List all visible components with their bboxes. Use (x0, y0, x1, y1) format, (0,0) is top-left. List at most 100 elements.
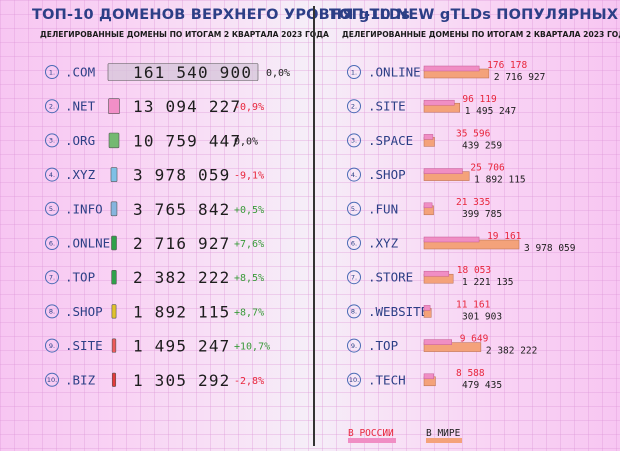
bar-russia (423, 99, 455, 106)
world-value-label: 301 903 (462, 311, 502, 322)
domain-label: .ONLINE (368, 65, 421, 80)
legend-russia-label: В РОССИИ (348, 428, 394, 439)
domain-label: .SITE (368, 99, 406, 114)
value-label: 1 495 247 (133, 337, 231, 356)
russia-value-label: 19 161 (487, 231, 522, 242)
value-label: 1 305 292 (133, 371, 231, 390)
change-label: -2,8% (234, 376, 264, 387)
change-label: +8,5% (234, 273, 264, 284)
value-label: 1 892 115 (133, 302, 231, 321)
legend-world-label: В МИРЕ (426, 428, 461, 439)
world-value-label: 479 435 (462, 380, 502, 391)
rank-label: 9. (49, 342, 55, 350)
change-label: 0,0% (234, 136, 258, 147)
rank-label: 7. (351, 274, 357, 282)
world-value-label: 3 978 059 (524, 243, 576, 254)
world-value-label: 2 716 927 (494, 72, 545, 83)
right-title: ТОП-10 NEW gTLDs ПОПУЛЯРНЫХ У РОССИЯН (329, 7, 620, 23)
domain-label: .TECH (368, 372, 406, 387)
domain-label: .FUN (368, 201, 398, 216)
value-label: 10 759 447 (133, 131, 241, 150)
rank-circle (347, 270, 361, 285)
rank-label: 10. (349, 376, 359, 384)
rank-circle (45, 338, 59, 353)
rank-circle (347, 65, 361, 79)
rank-circle (347, 167, 361, 182)
rank-label: 4. (351, 171, 357, 179)
rank-label: 7. (49, 274, 55, 282)
rank-label: 3. (351, 137, 357, 145)
rank-circle (45, 99, 59, 114)
rank-label: 5. (351, 205, 357, 213)
rank-circle (347, 133, 361, 148)
rank-circle (45, 236, 59, 250)
rank-circle (347, 338, 361, 353)
domain-label: .TOP (368, 338, 398, 353)
russia-value-label: 8 588 (456, 368, 485, 379)
bar-russia (423, 168, 463, 174)
value-label: 13 094 227 (133, 97, 241, 116)
domain-label: .TOP (65, 270, 95, 285)
rank-label: 3. (49, 137, 55, 145)
rank-label: 4. (49, 171, 55, 179)
russia-value-label: 21 335 (456, 197, 490, 208)
change-label: +0,5% (234, 205, 264, 216)
bar-russia (423, 236, 480, 243)
center-divider (313, 6, 315, 446)
bar (111, 235, 117, 251)
rank-circle (347, 304, 361, 319)
rank-label: 6. (351, 239, 357, 247)
rank-circle (45, 167, 59, 182)
bar-russia (423, 202, 433, 209)
bar-russia (423, 305, 431, 311)
rank-circle (45, 133, 59, 148)
rank-circle (347, 236, 361, 250)
domain-label: .BIZ (65, 372, 96, 387)
value-label: 161 540 900 (133, 63, 252, 82)
russia-value-label: 25 706 (470, 163, 505, 174)
value-label: 3 978 059 (133, 166, 231, 185)
change-label: +7,6% (234, 239, 264, 250)
rank-circle (45, 270, 59, 285)
bar (111, 304, 117, 319)
value-label: 2 716 927 (133, 234, 231, 253)
bar (111, 270, 117, 285)
domain-label: .COM (65, 65, 95, 80)
rank-label: 1. (49, 68, 55, 76)
world-value-label: 1 221 135 (462, 277, 513, 288)
bar-russia (423, 270, 450, 277)
rank-circle (347, 99, 361, 114)
change-label: +8,7% (234, 307, 264, 318)
change-label: -9,1% (234, 171, 264, 182)
bar (108, 132, 120, 149)
rank-label: 1. (351, 68, 357, 76)
russia-value-label: 35 596 (456, 128, 491, 139)
domain-label: .SHOP (368, 167, 406, 182)
rank-circle (45, 201, 59, 216)
domain-label: .ONLNE (65, 236, 110, 251)
rank-label: 9. (351, 342, 357, 350)
rank-label: 8. (351, 308, 357, 316)
domain-label: .ORG (65, 133, 95, 148)
domain-label: .XYZ (65, 167, 96, 182)
domain-label: .INFO (65, 201, 103, 216)
domain-label: .SITE (65, 338, 103, 353)
rank-label: 6. (49, 239, 55, 247)
world-value-label: 2 382 222 (486, 346, 537, 357)
domain-label: .NET (65, 99, 96, 114)
left-subtitle: ДЕЛЕГИРОВАННЫЕ ДОМЕНЫ ПО ИТОГАМ 2 КВАРТА… (40, 30, 329, 39)
rank-circle (45, 65, 59, 79)
legend-russia-swatch (348, 438, 396, 443)
world-value-label: 1 892 115 (474, 175, 525, 186)
change-label: 0,0% (266, 68, 290, 79)
rank-circle (347, 201, 361, 216)
bar (110, 201, 118, 217)
bar-world (423, 342, 482, 352)
rank-circle (45, 372, 59, 387)
left-chart: 1. .COM 161 540 900 0,0% 2. .NET 13 094 227-0,… (45, 63, 290, 390)
domain-label: .SPACE (368, 133, 413, 148)
world-value-label: 1 495 247 (465, 106, 516, 117)
russia-value-label: 11 161 (456, 299, 491, 310)
